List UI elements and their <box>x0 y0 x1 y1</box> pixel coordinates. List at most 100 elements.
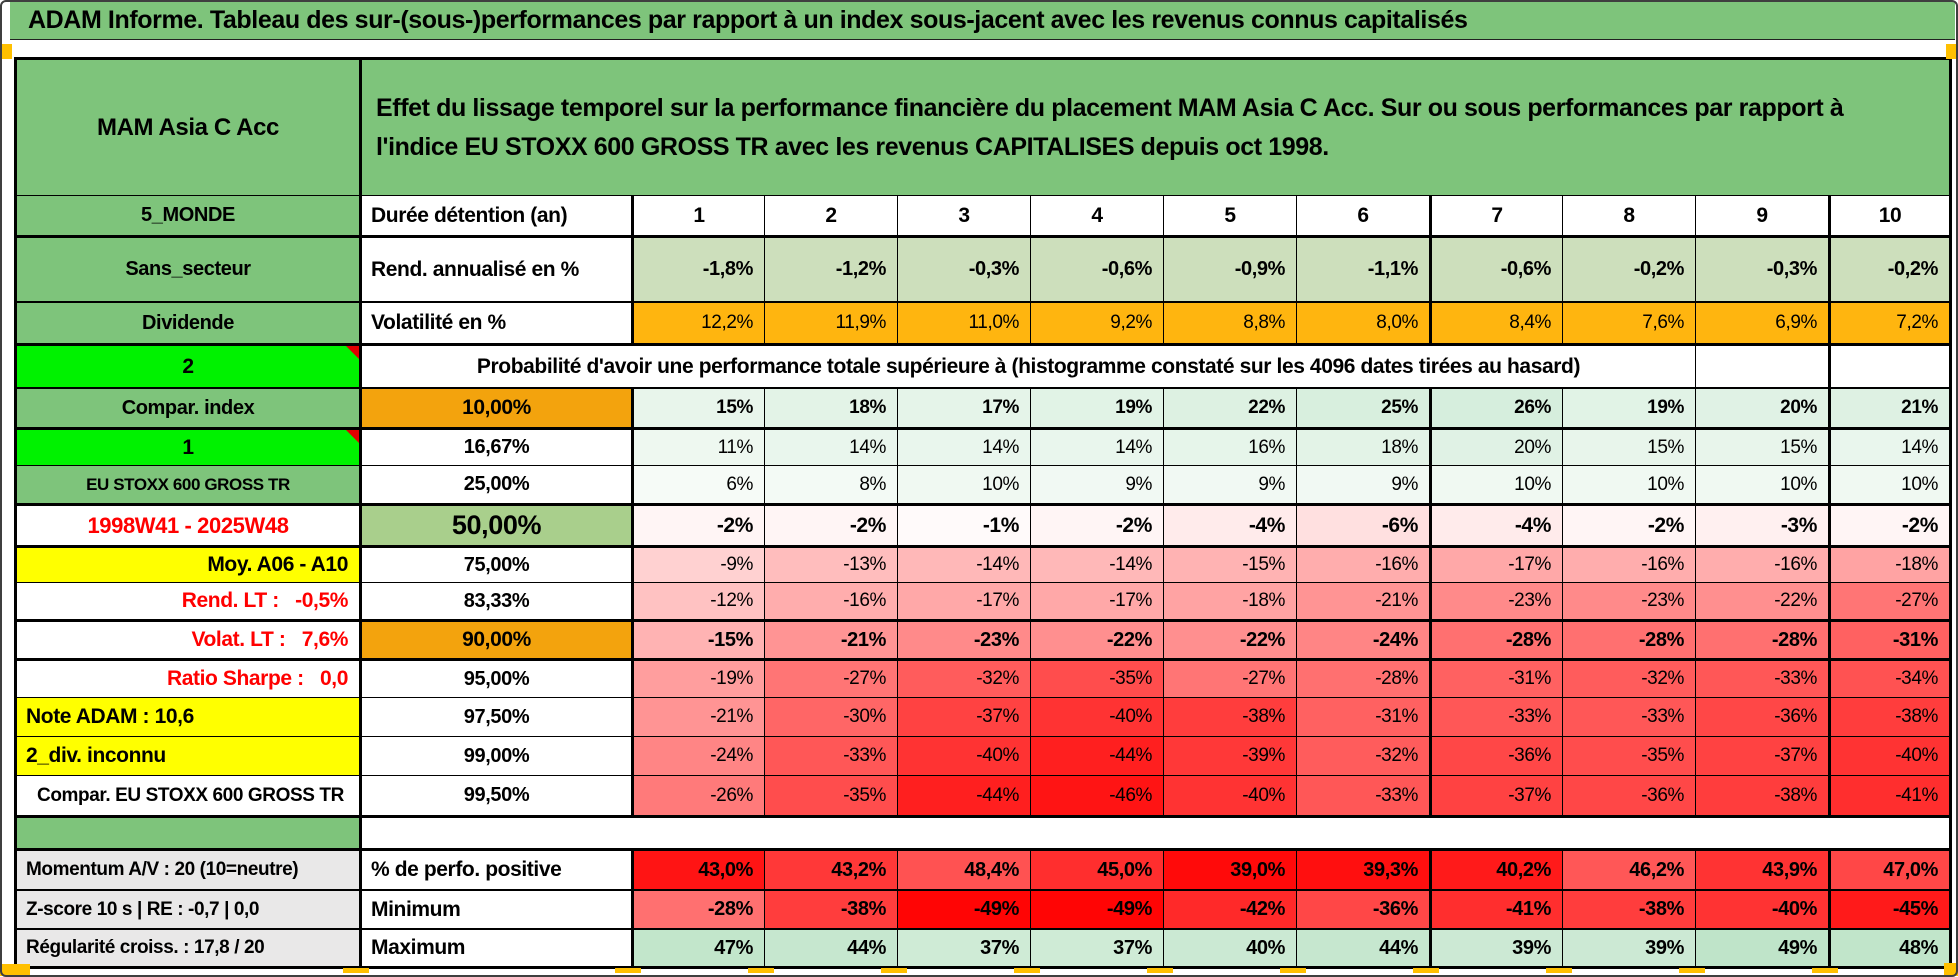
value-p99-col10[interactable]: -40% <box>1828 736 1949 775</box>
value-p50-col3[interactable]: -1% <box>897 503 1030 545</box>
value-perfo-col8[interactable]: 46,2% <box>1562 848 1695 889</box>
value-p95-col6[interactable]: -28% <box>1296 658 1429 697</box>
value-p995-col6[interactable]: -33% <box>1296 775 1429 815</box>
duration-col-header-5[interactable]: 5 <box>1163 195 1296 235</box>
value-p995-col10[interactable]: -41% <box>1828 775 1949 815</box>
value-p10-col1[interactable]: 15% <box>631 387 764 427</box>
value-p50-col6[interactable]: -6% <box>1296 503 1429 545</box>
metric-label-p99[interactable]: 99,00% <box>359 736 631 775</box>
value-rend-col2[interactable]: -1,2% <box>764 235 897 301</box>
value-vol-col9[interactable]: 6,9% <box>1695 301 1828 343</box>
value-p50-col9[interactable]: -3% <box>1695 503 1828 545</box>
value-p25-col7[interactable]: 10% <box>1429 465 1562 503</box>
duration-col-header-8[interactable]: 8 <box>1562 195 1695 235</box>
value-min-col8[interactable]: -38% <box>1562 889 1695 928</box>
value-p90-col10[interactable]: -31% <box>1828 619 1949 658</box>
value-p90-col2[interactable]: -21% <box>764 619 897 658</box>
value-p25-col4[interactable]: 9% <box>1030 465 1163 503</box>
value-p10-col3[interactable]: 17% <box>897 387 1030 427</box>
value-rend-col7[interactable]: -0,6% <box>1429 235 1562 301</box>
probability-banner-cell[interactable]: Probabilité d'avoir une performance tota… <box>359 343 1695 387</box>
row-label-min[interactable]: Z-score 10 s | RE : -0,7 | 0,0 <box>17 889 359 928</box>
metric-label-p83[interactable]: 83,33% <box>359 582 631 619</box>
metric-label-p995[interactable]: 99,50% <box>359 775 631 815</box>
value-p90-col9[interactable]: -28% <box>1695 619 1828 658</box>
value-p83-col7[interactable]: -23% <box>1429 582 1562 619</box>
value-perfo-col5[interactable]: 39,0% <box>1163 848 1296 889</box>
row-label-p90[interactable]: Volat. LT : 7,6% <box>17 619 359 658</box>
value-perfo-col9[interactable]: 43,9% <box>1695 848 1828 889</box>
value-p10-col7[interactable]: 26% <box>1429 387 1562 427</box>
value-p10-col6[interactable]: 25% <box>1296 387 1429 427</box>
value-p83-col6[interactable]: -21% <box>1296 582 1429 619</box>
value-p75-col8[interactable]: -16% <box>1562 545 1695 582</box>
value-p99-col8[interactable]: -35% <box>1562 736 1695 775</box>
metric-label-rend[interactable]: Rend. annualisé en % <box>359 235 631 301</box>
value-vol-col3[interactable]: 11,0% <box>897 301 1030 343</box>
value-p50-col1[interactable]: -2% <box>631 503 764 545</box>
value-vol-col1[interactable]: 12,2% <box>631 301 764 343</box>
value-max-col6[interactable]: 44% <box>1296 928 1429 966</box>
fund-description-cell[interactable]: Effet du lissage temporel sur la perform… <box>359 60 1949 195</box>
value-p975-col2[interactable]: -30% <box>764 697 897 736</box>
value-p99-col6[interactable]: -32% <box>1296 736 1429 775</box>
value-p90-col8[interactable]: -28% <box>1562 619 1695 658</box>
value-p975-col8[interactable]: -33% <box>1562 697 1695 736</box>
row-label-perfo[interactable]: Momentum A/V : 20 (10=neutre) <box>17 848 359 889</box>
value-max-col9[interactable]: 49% <box>1695 928 1828 966</box>
value-rend-col10[interactable]: -0,2% <box>1828 235 1949 301</box>
value-p99-col5[interactable]: -39% <box>1163 736 1296 775</box>
value-perfo-col6[interactable]: 39,3% <box>1296 848 1429 889</box>
value-vol-col7[interactable]: 8,4% <box>1429 301 1562 343</box>
row-label-prob[interactable]: 2 <box>17 343 359 387</box>
row-label-p25[interactable]: EU STOXX 600 GROSS TR <box>17 465 359 503</box>
value-rend-col1[interactable]: -1,8% <box>631 235 764 301</box>
value-vol-col10[interactable]: 7,2% <box>1828 301 1949 343</box>
value-p75-col6[interactable]: -16% <box>1296 545 1429 582</box>
value-rend-col4[interactable]: -0,6% <box>1030 235 1163 301</box>
value-p995-col9[interactable]: -38% <box>1695 775 1828 815</box>
row-label-p83[interactable]: Rend. LT : -0,5% <box>17 582 359 619</box>
value-p75-col3[interactable]: -14% <box>897 545 1030 582</box>
value-perfo-col1[interactable]: 43,0% <box>631 848 764 889</box>
value-perfo-col4[interactable]: 45,0% <box>1030 848 1163 889</box>
row-label-rend[interactable]: Sans_secteur <box>17 235 359 301</box>
metric-label-min[interactable]: Minimum <box>359 889 631 928</box>
value-p995-col1[interactable]: -26% <box>631 775 764 815</box>
value-p16-col8[interactable]: 15% <box>1562 427 1695 465</box>
value-p83-col5[interactable]: -18% <box>1163 582 1296 619</box>
value-p975-col3[interactable]: -37% <box>897 697 1030 736</box>
metric-label-perfo[interactable]: % de perfo. positive <box>359 848 631 889</box>
value-p16-col7[interactable]: 20% <box>1429 427 1562 465</box>
value-p83-col3[interactable]: -17% <box>897 582 1030 619</box>
fund-name-cell[interactable]: MAM Asia C Acc <box>17 60 359 195</box>
value-max-col5[interactable]: 40% <box>1163 928 1296 966</box>
value-rend-col3[interactable]: -0,3% <box>897 235 1030 301</box>
metric-label-p16[interactable]: 16,67% <box>359 427 631 465</box>
value-rend-col5[interactable]: -0,9% <box>1163 235 1296 301</box>
value-p75-col7[interactable]: -17% <box>1429 545 1562 582</box>
row-label-p975[interactable]: Note ADAM : 10,6 <box>17 697 359 736</box>
value-max-col4[interactable]: 37% <box>1030 928 1163 966</box>
metric-label-p75[interactable]: 75,00% <box>359 545 631 582</box>
metric-label-p25[interactable]: 25,00% <box>359 465 631 503</box>
value-p16-col5[interactable]: 16% <box>1163 427 1296 465</box>
row-label-max[interactable]: Régularité croiss. : 17,8 / 20 <box>17 928 359 966</box>
value-p83-col1[interactable]: -12% <box>631 582 764 619</box>
value-p95-col5[interactable]: -27% <box>1163 658 1296 697</box>
value-max-col3[interactable]: 37% <box>897 928 1030 966</box>
value-p75-col2[interactable]: -13% <box>764 545 897 582</box>
value-vol-col4[interactable]: 9,2% <box>1030 301 1163 343</box>
value-perfo-col7[interactable]: 40,2% <box>1429 848 1562 889</box>
value-p83-col10[interactable]: -27% <box>1828 582 1949 619</box>
value-p10-col5[interactable]: 22% <box>1163 387 1296 427</box>
value-p975-col1[interactable]: -21% <box>631 697 764 736</box>
value-p75-col5[interactable]: -15% <box>1163 545 1296 582</box>
value-p90-col1[interactable]: -15% <box>631 619 764 658</box>
value-p99-col1[interactable]: -24% <box>631 736 764 775</box>
value-p25-col2[interactable]: 8% <box>764 465 897 503</box>
value-p83-col9[interactable]: -22% <box>1695 582 1828 619</box>
value-p25-col9[interactable]: 10% <box>1695 465 1828 503</box>
value-p10-col8[interactable]: 19% <box>1562 387 1695 427</box>
metric-label-p50[interactable]: 50,00% <box>359 503 631 545</box>
